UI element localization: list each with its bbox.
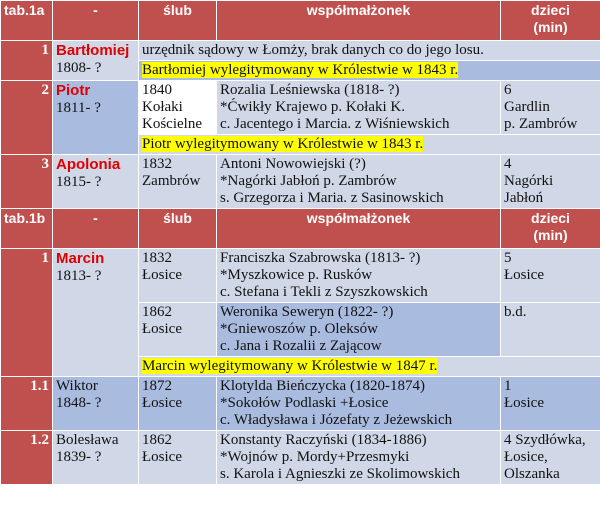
marriage-info: 1832 Łosice bbox=[138, 248, 217, 303]
person-number: 1 bbox=[0, 248, 53, 377]
person-number: 2 bbox=[0, 80, 53, 155]
person-cell-boleslawa: Bolesława 1839- ? bbox=[52, 430, 139, 485]
person-note: urzędnik sądowy w Łomży, brak danych co … bbox=[138, 40, 600, 61]
person-cell-apolonia: Apolonia 1815- ? bbox=[52, 154, 139, 209]
row-marcin-marriage-1: 1 Marcin 1813- ? 1832 Łosice Franciszka … bbox=[0, 248, 600, 377]
person-cell-piotr: Piotr 1811- ? bbox=[52, 80, 139, 155]
row-bartlomiej: 1 Bartłomiej 1808- ? urzędnik sądowy w Ł… bbox=[0, 40, 600, 81]
spouse-info: Antoni Nowowiejski (?) *Nagórki Jabłoń p… bbox=[216, 154, 501, 209]
person-number: 1 bbox=[0, 40, 53, 81]
header-dash: - bbox=[52, 0, 139, 41]
person-years: 1813- ? bbox=[56, 268, 102, 284]
legitimation-note: Bartłomiej wylegitymowany w Królestwie w… bbox=[142, 62, 459, 78]
person-years: 1808- ? bbox=[56, 60, 102, 76]
table-id-tab-1b: tab.1b bbox=[0, 208, 53, 249]
header-spouse: współmałżonek bbox=[216, 208, 501, 249]
person-name: Marcin bbox=[56, 250, 105, 267]
row-marcin-marriage-2: 1862 Łosice Weronika Seweryn (1822- ?) *… bbox=[1, 302, 600, 357]
spouse-info: Klotylda Bieńczycka (1820-1874) *Sokołów… bbox=[216, 376, 501, 431]
legitimation-note-cell: Piotr wylegitymowany w Królestwie w 1843… bbox=[138, 134, 600, 155]
marriage-info: 1872 Łosice bbox=[138, 376, 217, 431]
header-spouse: współmałżonek bbox=[216, 0, 501, 41]
person-years: 1839- ? bbox=[56, 449, 102, 465]
header-row-tab-1b: tab.1b - ślub współmałżonek dzieci (min) bbox=[0, 208, 600, 249]
spouse-info: Rozalia Leśniewska (1818- ?) *Ćwikły Kra… bbox=[216, 80, 501, 135]
spouse-info: Konstanty Raczyński (1834-1886) *Wojnów … bbox=[216, 430, 501, 485]
children-info: 6 Gardlin p. Zambrów bbox=[500, 80, 600, 135]
person-name: Bolesława bbox=[56, 432, 119, 448]
children-info: 4 Szydłówka, Łosice, Olszanka bbox=[500, 430, 600, 485]
person-years: 1815- ? bbox=[56, 174, 102, 190]
row-apolonia: 3 Apolonia 1815- ? 1832 Zambrów Antoni N… bbox=[0, 154, 600, 209]
person-years: 1811- ? bbox=[56, 100, 101, 116]
person-name: Bartłomiej bbox=[56, 42, 130, 59]
genealogy-table: tab.1a - ślub współmałżonek dzieci (min)… bbox=[0, 0, 600, 485]
children-info: b.d. bbox=[500, 302, 600, 357]
table-id-tab-1a: tab.1a bbox=[0, 0, 53, 41]
person-number: 1.1 bbox=[0, 376, 53, 431]
person-name: Piotr bbox=[56, 82, 91, 99]
person-name: Wiktor bbox=[56, 378, 98, 394]
legitimation-note-cell: Marcin wylegitymowany w Królestwie w 184… bbox=[138, 356, 600, 377]
marriage-info: 1832 Zambrów bbox=[138, 154, 217, 209]
person-cell-bartlomiej: Bartłomiej 1808- ? bbox=[52, 40, 139, 81]
header-dash: - bbox=[52, 208, 139, 249]
marriage-info: 1840 Kołaki Kościelne bbox=[138, 80, 217, 135]
spouse-info: Weronika Seweryn (1822- ?) *Gniewoszów p… bbox=[216, 302, 501, 357]
header-slub: ślub bbox=[138, 208, 217, 249]
row-wiktor: 1.1 Wiktor 1848- ? 1872 Łosice Klotylda … bbox=[0, 376, 600, 431]
person-number: 3 bbox=[0, 154, 53, 209]
header-children: dzieci (min) bbox=[500, 208, 600, 249]
header-children: dzieci (min) bbox=[500, 0, 600, 41]
legitimation-note: Marcin wylegitymowany w Królestwie w 184… bbox=[142, 358, 438, 374]
person-number: 1.2 bbox=[0, 430, 53, 485]
children-info: 5 Łosice bbox=[500, 248, 600, 303]
header-slub: ślub bbox=[138, 0, 217, 41]
marriage-info: 1862 Łosice bbox=[138, 302, 217, 357]
header-row-tab-1a: tab.1a - ślub współmałżonek dzieci (min) bbox=[0, 0, 600, 41]
marriage-info: 1862 Łosice bbox=[138, 430, 217, 485]
person-cell-marcin: Marcin 1813- ? bbox=[52, 248, 139, 377]
row-boleslawa: 1.2 Bolesława 1839- ? 1862 Łosice Konsta… bbox=[0, 430, 600, 485]
row-bartlomiej-legit: Bartłomiej wylegitymowany w Królestwie w… bbox=[1, 60, 600, 81]
legitimation-note: Piotr wylegitymowany w Królestwie w 1843… bbox=[142, 136, 424, 152]
person-cell-wiktor: Wiktor 1848- ? bbox=[52, 376, 139, 431]
children-info: 4 Nagórki Jabłoń bbox=[500, 154, 600, 209]
person-name: Apolonia bbox=[56, 156, 121, 173]
row-piotr: 2 Piotr 1811- ? 1840 Kołaki Kościelne Ro… bbox=[0, 80, 600, 155]
children-info: 1 Łosice bbox=[500, 376, 600, 431]
legitimation-note-cell: Bartłomiej wylegitymowany w Królestwie w… bbox=[138, 60, 600, 81]
spouse-info: Franciszka Szabrowska (1813- ?) *Myszkow… bbox=[216, 248, 501, 303]
person-years: 1848- ? bbox=[56, 395, 102, 411]
